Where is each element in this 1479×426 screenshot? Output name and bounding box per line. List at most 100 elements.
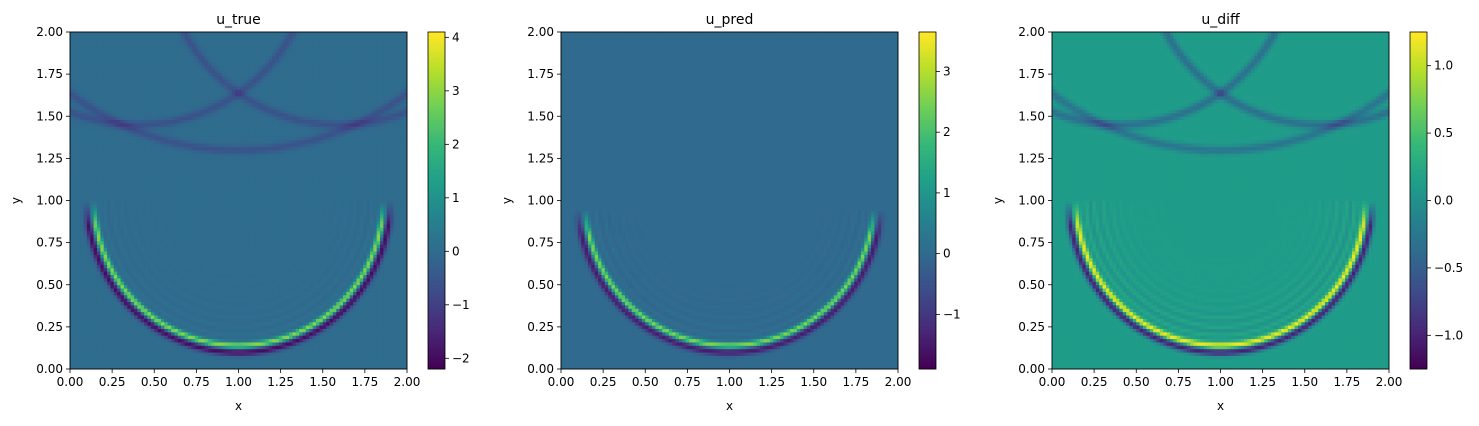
heatmap-cell xyxy=(214,247,219,252)
heatmap-cell xyxy=(231,200,236,205)
heatmap-cell xyxy=(319,291,324,296)
heatmap-cell xyxy=(73,203,78,208)
heatmap-cell xyxy=(322,304,327,309)
heatmap-cell xyxy=(380,267,384,272)
heatmap-cell xyxy=(83,203,88,208)
heatmap-cell xyxy=(353,362,357,367)
heatmap-cell xyxy=(309,298,314,302)
heatmap-cell xyxy=(336,278,340,282)
heatmap-cell xyxy=(167,294,172,299)
heatmap-cell xyxy=(275,318,280,323)
heatmap-cell xyxy=(100,234,105,238)
heatmap-cell xyxy=(73,244,78,249)
heatmap-cell xyxy=(127,335,132,340)
heatmap-cell xyxy=(160,210,165,215)
heatmap-cell xyxy=(191,352,196,356)
heatmap-cell xyxy=(174,271,179,276)
heatmap-cell xyxy=(117,237,121,242)
heatmap-cell xyxy=(120,224,125,228)
heatmap-cell xyxy=(322,328,327,333)
heatmap-cell xyxy=(80,315,84,319)
heatmap-cell xyxy=(157,335,162,340)
heatmap-cell xyxy=(211,267,216,272)
heatmap-cell xyxy=(390,247,394,252)
heatmap-cell xyxy=(339,335,344,340)
heatmap-cell xyxy=(380,345,384,350)
heatmap-cell xyxy=(93,318,98,323)
heatmap-cell xyxy=(134,318,138,323)
heatmap-cell xyxy=(390,294,394,299)
heatmap-cell xyxy=(238,345,243,350)
heatmap-cell xyxy=(150,291,155,296)
heatmap-cell xyxy=(211,224,216,228)
heatmap-cell xyxy=(218,217,223,222)
heatmap-cell xyxy=(191,213,196,218)
heatmap-cell xyxy=(231,301,236,306)
heatmap-cell xyxy=(231,264,236,269)
heatmap-cell xyxy=(241,220,246,225)
heatmap-cell xyxy=(86,234,91,238)
heatmap-cell xyxy=(123,362,128,367)
heatmap-cell xyxy=(305,288,310,292)
heatmap-cell xyxy=(258,291,263,296)
heatmap-cell xyxy=(184,298,189,302)
heatmap-cell xyxy=(187,362,192,367)
heatmap-cell xyxy=(353,274,357,279)
heatmap-cell xyxy=(221,220,226,225)
heatmap-cell xyxy=(83,301,88,306)
heatmap-cell xyxy=(160,365,165,370)
heatmap-cell xyxy=(302,257,307,262)
heatmap-cell xyxy=(167,264,172,269)
heatmap-cell xyxy=(137,345,142,350)
heatmap-cell xyxy=(181,294,185,299)
heatmap-cell xyxy=(228,230,233,235)
heatmap-cell xyxy=(214,328,219,333)
heatmap-cell xyxy=(235,257,239,262)
heatmap-cell xyxy=(90,267,94,272)
heatmap-cell xyxy=(258,274,263,279)
heatmap-cell xyxy=(80,217,84,222)
heatmap-cell xyxy=(373,213,378,218)
heatmap-cell xyxy=(403,342,408,346)
heatmap-cell xyxy=(147,331,152,336)
heatmap-cell xyxy=(289,335,293,340)
heatmap-cell xyxy=(120,298,125,302)
heatmap-cell xyxy=(342,210,347,215)
heatmap-cell xyxy=(255,220,260,225)
heatmap-cell xyxy=(184,331,189,336)
heatmap-cell xyxy=(380,315,384,319)
heatmap-cell xyxy=(380,281,384,286)
heatmap-cell xyxy=(221,284,226,289)
heatmap-cell xyxy=(268,311,273,316)
heatmap-cell xyxy=(339,220,344,225)
heatmap-cell xyxy=(90,261,94,265)
heatmap-cell xyxy=(272,261,276,265)
heatmap-cell xyxy=(376,342,381,346)
heatmap-cell xyxy=(204,281,209,286)
heatmap-cell xyxy=(376,318,381,323)
heatmap-cell xyxy=(275,237,280,242)
heatmap-cell xyxy=(191,274,196,279)
heatmap-cell xyxy=(177,264,182,269)
heatmap-cell xyxy=(339,213,344,218)
heatmap-cell xyxy=(73,358,78,363)
heatmap-cell xyxy=(150,358,155,363)
heatmap-cell xyxy=(235,318,239,323)
heatmap-cell xyxy=(76,271,81,276)
heatmap-cell xyxy=(393,230,398,235)
heatmap-cell xyxy=(70,210,74,215)
heatmap-cell xyxy=(164,230,169,235)
heatmap-cell xyxy=(258,230,263,235)
heatmap-cell xyxy=(356,308,361,313)
heatmap-cell xyxy=(160,213,165,218)
heatmap-cell xyxy=(400,355,405,360)
heatmap-cell xyxy=(349,264,354,269)
heatmap-cell xyxy=(366,203,371,208)
heatmap-cell xyxy=(373,257,378,262)
heatmap-cell xyxy=(93,345,98,350)
heatmap-cell xyxy=(316,213,320,218)
heatmap-cell xyxy=(100,224,105,228)
heatmap-cell xyxy=(309,200,314,205)
heatmap-cell xyxy=(140,328,145,333)
heatmap-cell xyxy=(228,217,233,222)
